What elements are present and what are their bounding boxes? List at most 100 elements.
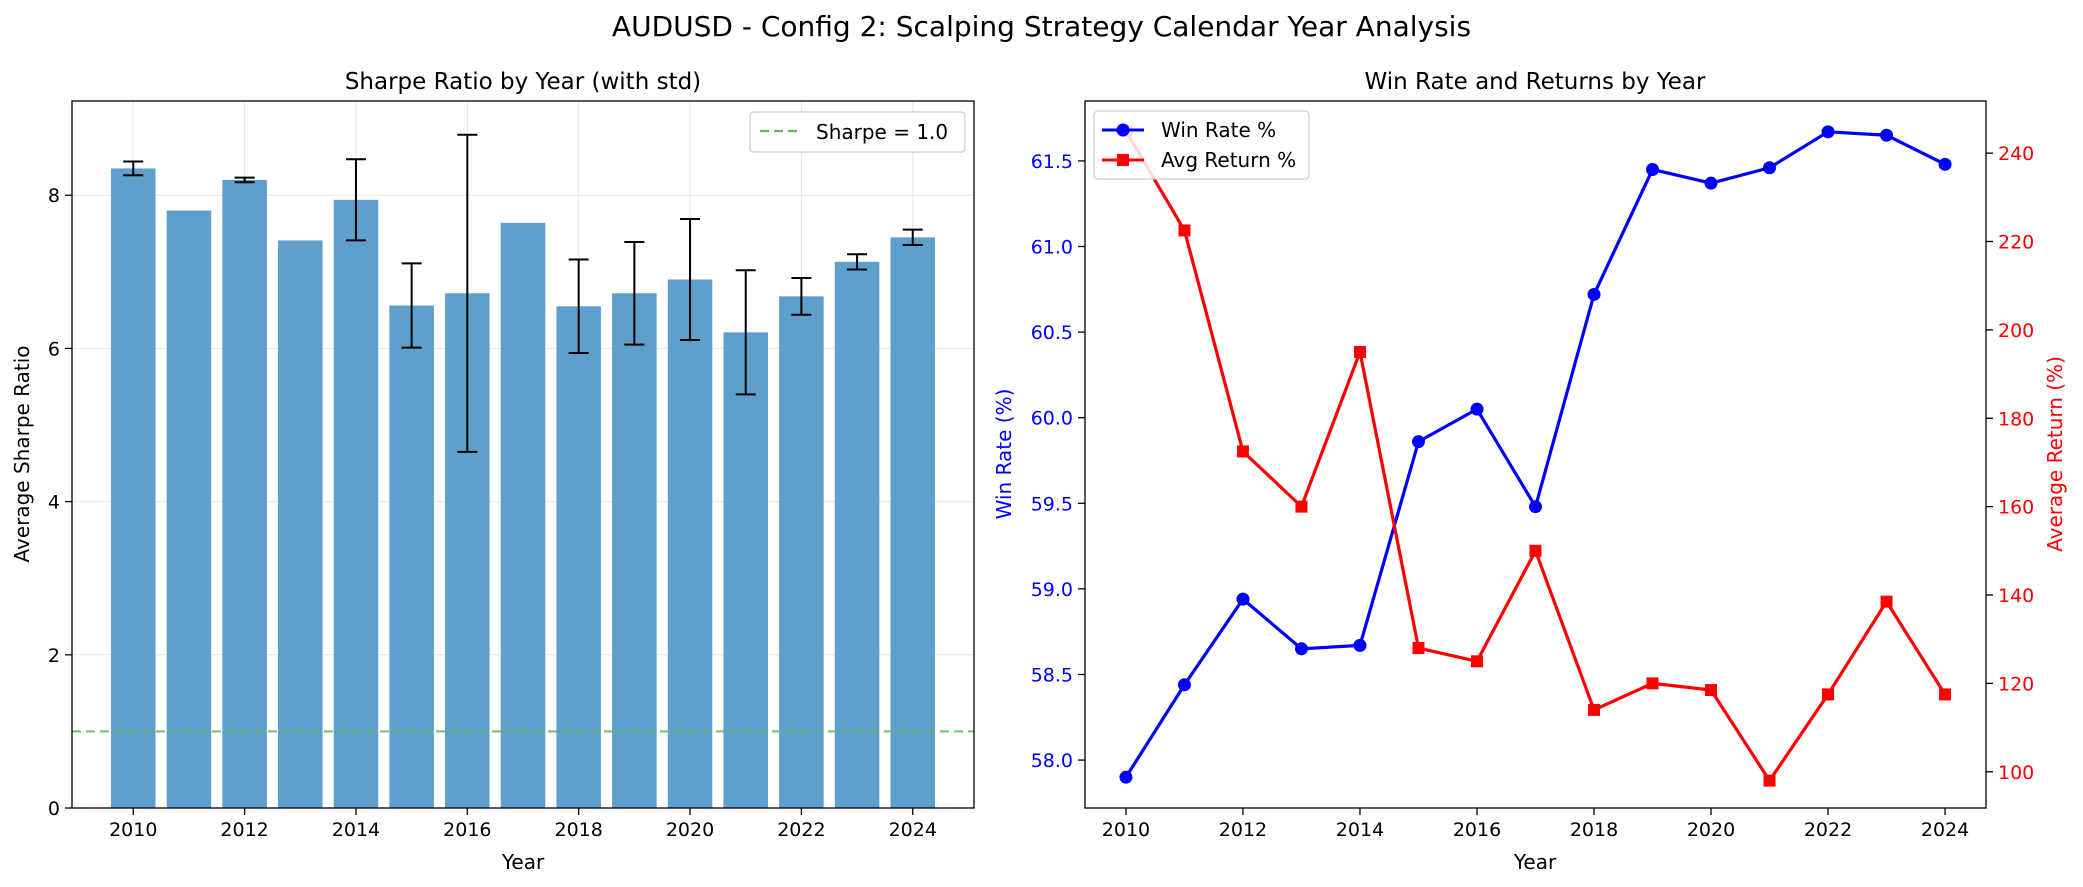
winrate-point-2016 [1470, 402, 1484, 416]
sharpe-x-tick-label: 2024 [889, 819, 937, 841]
winrate-left-y-ticks: 58.0 58.5 59.0 59.5 60.0 60.5 61.0 61.5 [1031, 151, 1085, 772]
winrate-point-2014 [1353, 638, 1367, 652]
sharpe-bar-2023 [834, 261, 880, 808]
winrate-y-tick-label: 61.0 [1031, 237, 1073, 259]
winrate-x-ticks: 2010 2012 2014 2016 2018 2020 2022 2024 [1102, 808, 1969, 841]
return-y-tick-label: 220 [1998, 232, 2034, 254]
sharpe-bar-2017 [500, 222, 546, 808]
sharpe-bar-2019 [612, 293, 657, 808]
winrate-series [1119, 125, 1952, 787]
return-point-2021 [1763, 774, 1776, 787]
winrate-x-tick-label: 2012 [1219, 819, 1267, 841]
winrate-x-tick-label: 2014 [1336, 819, 1384, 841]
winrate-point-2023 [1880, 128, 1894, 142]
sharpe-x-tick-label: 2014 [332, 819, 380, 841]
return-point-2013 [1295, 500, 1308, 513]
sharpe-bar-2012 [222, 179, 267, 808]
return-point-2018 [1588, 703, 1601, 716]
return-point-2017 [1529, 544, 1542, 557]
winrate-x-axis-label: Year [1513, 850, 1557, 874]
sharpe-bar-2015 [389, 305, 434, 808]
winrate-y-tick-label: 58.5 [1031, 664, 1073, 686]
return-point-2012 [1236, 445, 1249, 458]
sharpe-y-axis-label: Average Sharpe Ratio [10, 345, 34, 562]
return-y-tick-label: 160 [1998, 497, 2034, 519]
sharpe-x-tick-label: 2010 [109, 819, 157, 841]
winrate-y-tick-label: 60.5 [1031, 322, 1073, 344]
winrate-point-2013 [1294, 642, 1308, 656]
winrate-y-tick-label: 59.5 [1031, 493, 1073, 515]
winrate-legend: Win Rate % Avg Return % [1093, 110, 1310, 180]
legend-return-marker [1117, 154, 1129, 166]
sharpe-bar-2010 [110, 168, 156, 809]
winrate-point-2019 [1646, 162, 1660, 176]
winrate-point-2015 [1411, 435, 1425, 449]
winrate-x-tick-label: 2010 [1102, 819, 1150, 841]
figure-suptitle: AUDUSD - Config 2: Scalping Strategy Cal… [612, 10, 1471, 43]
winrate-point-2010 [1119, 770, 1133, 784]
winrate-point-2022 [1821, 125, 1835, 139]
return-point-2020 [1705, 684, 1718, 697]
return-right-y-ticks: 100 120 140 160 180 200 220 240 [1986, 143, 2034, 784]
return-y-tick-label: 140 [1998, 585, 2034, 607]
winrate-point-2012 [1236, 592, 1250, 606]
sharpe-bar-2020 [667, 279, 713, 808]
sharpe-y-tick-label: 2 [48, 645, 60, 667]
sharpe-bar-2021 [723, 332, 768, 808]
sharpe-bar-2018 [556, 306, 601, 808]
return-point-2024 [1939, 688, 1952, 701]
sharpe-legend-box [749, 111, 966, 153]
winrate-chart: Win Rate and Returns by Year 2010 2012 201… [992, 69, 2067, 874]
winrate-y-tick-label: 59.0 [1031, 579, 1073, 601]
return-point-2022 [1822, 688, 1835, 701]
sharpe-x-tick-label: 2020 [666, 819, 714, 841]
sharpe-x-axis-label: Year [501, 850, 545, 874]
winrate-left-axis-label: Win Rate (%) [992, 389, 1016, 520]
sharpe-chart-title: Sharpe Ratio by Year (with std) [345, 69, 701, 95]
winrate-x-tick-label: 2018 [1570, 819, 1618, 841]
winrate-plot-frame [1084, 100, 1987, 809]
sharpe-bars [110, 168, 936, 809]
legend-return-label: Avg Return % [1161, 148, 1296, 172]
sharpe-y-tick-label: 0 [48, 798, 60, 820]
return-y-tick-label: 180 [1998, 408, 2034, 430]
sharpe-error-bars [123, 133, 923, 453]
sharpe-bar-2014 [333, 199, 379, 809]
return-point-2023 [1880, 595, 1893, 608]
return-y-tick-label: 100 [1998, 762, 2034, 784]
winrate-x-tick-label: 2020 [1687, 819, 1735, 841]
winrate-point-2020 [1704, 176, 1718, 190]
sharpe-y-tick-label: 6 [48, 338, 60, 360]
winrate-y-tick-label: 60.0 [1031, 408, 1073, 430]
return-y-tick-label: 240 [1998, 143, 2034, 165]
winrate-y-tick-label: 61.5 [1031, 151, 1073, 173]
return-y-tick-label: 120 [1998, 673, 2034, 695]
sharpe-legend-label: Sharpe = 1.0 [816, 120, 948, 144]
return-point-2014 [1353, 345, 1366, 358]
sharpe-y-ticks: 0 2 4 6 8 [48, 185, 72, 820]
winrate-point-2017 [1529, 500, 1542, 514]
legend-winrate-marker [1116, 123, 1130, 137]
sharpe-y-tick-label: 4 [48, 492, 60, 514]
winrate-point-2018 [1587, 287, 1601, 301]
sharpe-x-tick-label: 2016 [443, 819, 491, 841]
sharpe-x-tick-label: 2022 [777, 819, 825, 841]
sharpe-legend: Sharpe = 1.0 [749, 111, 966, 153]
winrate-chart-title: Win Rate and Returns by Year [1365, 69, 1707, 95]
sharpe-x-tick-label: 2018 [554, 819, 602, 841]
winrate-y-tick-label: 58.0 [1031, 750, 1073, 772]
sharpe-bar-2013 [278, 240, 323, 808]
sharpe-y-tick-label: 8 [48, 185, 60, 207]
return-point-2011 [1178, 224, 1191, 237]
winrate-point-2024 [1938, 157, 1952, 171]
return-point-2019 [1646, 677, 1659, 690]
winrate-point-2021 [1763, 161, 1777, 175]
sharpe-bar-2022 [779, 296, 824, 808]
winrate-x-tick-label: 2022 [1804, 819, 1852, 841]
legend-winrate-label: Win Rate % [1161, 118, 1276, 142]
sharpe-x-ticks: 2010 2012 2014 2016 2018 2020 2022 2024 [109, 808, 937, 841]
sharpe-x-tick-label: 2012 [220, 819, 268, 841]
return-y-tick-label: 200 [1998, 320, 2034, 342]
winrate-point-2011 [1177, 678, 1191, 692]
